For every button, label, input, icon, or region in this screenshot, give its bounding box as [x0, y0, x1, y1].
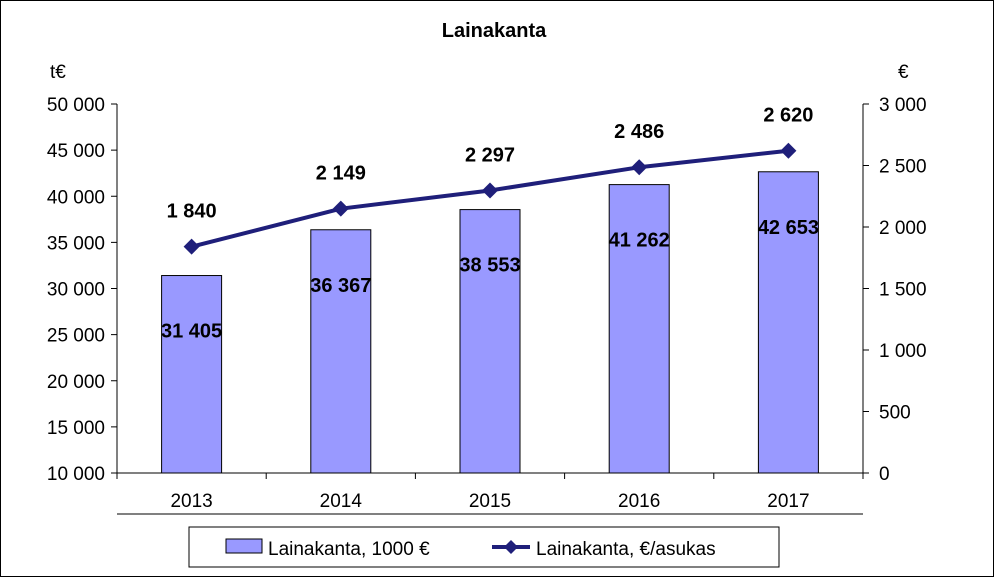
bar	[757, 171, 819, 474]
line-marker	[332, 200, 349, 217]
right-axis-tick-label: 3 000	[879, 95, 927, 116]
line-series	[183, 142, 797, 255]
legend-bar-swatch	[225, 538, 263, 554]
line-marker	[183, 238, 200, 255]
bar-value-label: 41 262	[609, 230, 670, 252]
line-marker	[482, 182, 498, 199]
left-axis-tick-label: 50 000	[47, 95, 105, 116]
left-axis-tick-label: 35 000	[47, 233, 105, 254]
line-marker	[631, 159, 648, 176]
x-axis-tick-label: 2015	[469, 491, 511, 512]
bar	[608, 184, 670, 474]
legend-line-marker	[504, 540, 518, 554]
left-axis-tick-label: 25 000	[47, 326, 105, 347]
bar-value-label: 42 653	[758, 217, 819, 239]
left-axis-tick-label: 45 000	[47, 141, 105, 162]
data-labels: 31 405 36 367 38 553 41 262 42 653 1 840 2 149…	[161, 105, 819, 343]
right-axis-tick-label: 2 000	[879, 218, 927, 239]
right-axis-tick-label: 1 000	[879, 341, 927, 362]
right-axis-tick-label: 1 500	[879, 280, 927, 301]
bar	[161, 275, 223, 474]
line-value-label: 2 486	[614, 121, 664, 143]
line-value-label: 2 620	[763, 105, 813, 127]
left-axis-unit: t€	[50, 62, 66, 83]
axes: 10 000 15 000 20 000 25 000 30 000 35 000 40 0…	[47, 95, 927, 515]
left-axis-tick-label: 30 000	[47, 280, 105, 301]
bar	[310, 229, 372, 474]
bar-value-label: 36 367	[310, 275, 371, 297]
right-axis-tick-label: 0	[879, 464, 890, 485]
bar-value-label: 38 553	[459, 255, 520, 277]
legend: Lainakanta, 1000 € Lainakanta, €/asukas	[188, 526, 780, 568]
left-axis-tick-label: 40 000	[47, 187, 105, 208]
bar-series	[161, 171, 819, 474]
line-value-label: 1 840	[167, 201, 217, 223]
legend-box	[188, 526, 780, 568]
line-value-label: 2 149	[316, 163, 366, 185]
right-axis-tick-label: 2 500	[879, 157, 927, 178]
legend-line-label: Lainakanta, €/asukas	[536, 539, 716, 560]
x-axis-tick-label: 2016	[618, 491, 660, 512]
line-marker	[780, 142, 797, 159]
line-value-label: 2 297	[465, 144, 515, 166]
right-axis-tick-label: 500	[879, 403, 911, 424]
right-axis-unit: €	[898, 62, 909, 83]
x-axis-tick-label: 2013	[170, 491, 212, 512]
left-axis-tick-label: 15 000	[47, 418, 105, 439]
chart-title: Lainakanta	[442, 20, 547, 42]
left-axis-tick-label: 20 000	[47, 372, 105, 393]
bar-value-label: 31 405	[161, 321, 222, 343]
bar	[459, 209, 521, 474]
x-axis-tick-label: 2014	[320, 491, 363, 512]
x-axis-tick-label: 2017	[767, 491, 809, 512]
legend-bar-label: Lainakanta, 1000 €	[268, 539, 430, 560]
left-axis-tick-label: 10 000	[47, 464, 105, 485]
